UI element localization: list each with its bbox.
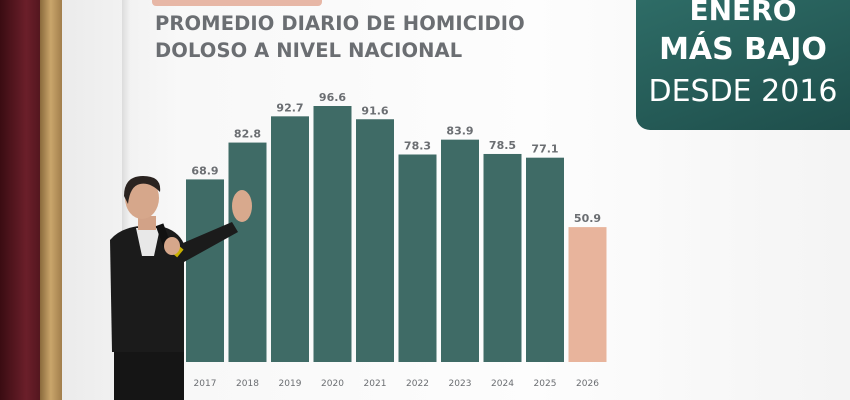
tick-label-2017: 2017 <box>194 379 217 389</box>
presenter-blouse <box>136 228 160 256</box>
tick-label-2018: 2018 <box>236 379 259 389</box>
callout-line-1: ENERO <box>689 0 797 27</box>
bar-2026 <box>568 227 607 362</box>
bar-2019 <box>271 116 309 362</box>
bar-2018 <box>228 142 267 362</box>
tick-label-2022: 2022 <box>406 379 429 389</box>
data-label-2025: 77.1 <box>531 143 558 156</box>
chart-title-line-1: PROMEDIO DIARIO DE HOMICIDIO <box>155 12 525 35</box>
chart-title-line-2: DOLOSO A NIVEL NACIONAL <box>155 39 463 62</box>
bar-2024 <box>483 153 522 362</box>
tick-label-2023: 2023 <box>449 379 472 389</box>
presenter-hand-mic <box>164 237 180 255</box>
chart-title: PROMEDIO DIARIO DE HOMICIDIO DOLOSO A NI… <box>155 10 575 64</box>
slide-top-strip <box>152 0 322 6</box>
tick-label-2019: 2019 <box>279 379 302 389</box>
callout-line-2: MÁS BAJO <box>659 32 827 67</box>
presenter-skirt <box>114 350 184 400</box>
bar-2022 <box>398 154 437 362</box>
callout-box: ENERO MÁS BAJO DESDE 2016 <box>636 0 850 130</box>
data-label-2023: 83.9 <box>446 125 473 138</box>
data-label-2024: 78.5 <box>489 139 516 152</box>
data-label-2021: 91.6 <box>361 104 388 117</box>
data-label-2026: 50.9 <box>574 212 601 225</box>
wood-frame <box>40 0 64 400</box>
data-label-2022: 78.3 <box>404 139 431 152</box>
data-label-2019: 92.7 <box>276 101 303 114</box>
bar-2021 <box>356 119 394 362</box>
presenter-hand <box>232 190 252 222</box>
bar-2017 <box>186 179 224 362</box>
bar-2025 <box>526 157 564 362</box>
presenter-jacket <box>110 226 184 352</box>
tick-label-2026: 2026 <box>576 379 599 389</box>
tick-label-2025: 2025 <box>534 379 557 389</box>
data-label-2017: 68.9 <box>191 164 218 177</box>
presenter-arm <box>176 222 238 262</box>
presenter-hair <box>124 176 161 204</box>
data-label-2018: 82.8 <box>234 128 261 141</box>
tick-label-2021: 2021 <box>364 379 387 389</box>
bar-2023 <box>441 139 479 362</box>
data-label-2020: 96.6 <box>319 91 346 104</box>
presenter-neck <box>138 216 156 230</box>
tick-label-2020: 2020 <box>321 379 344 389</box>
callout-line-3: DESDE 2016 <box>648 74 838 109</box>
curtain <box>0 0 44 400</box>
tick-label-2024: 2024 <box>491 379 514 389</box>
bar-2020 <box>313 106 352 362</box>
